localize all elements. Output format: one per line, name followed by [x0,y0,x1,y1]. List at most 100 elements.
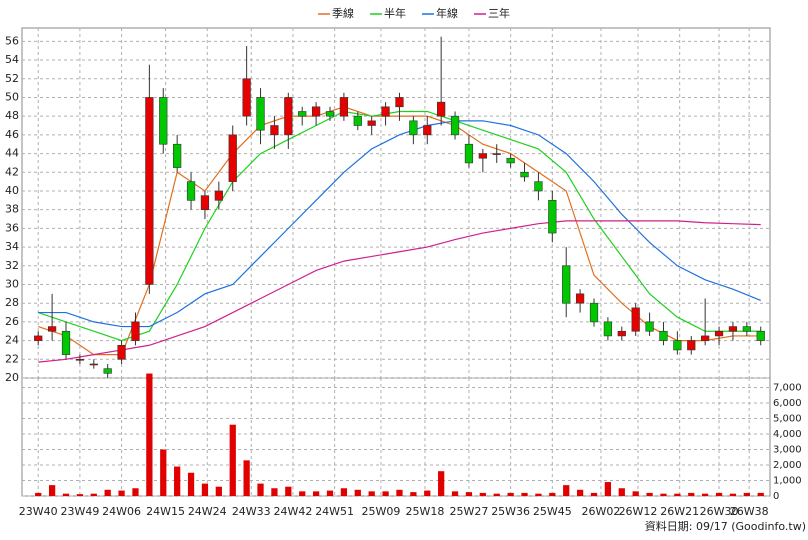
volume-bar [160,449,167,496]
volume-bar [743,492,750,496]
candle-body [256,97,265,131]
candle-body [61,330,71,355]
candle-body [145,97,154,285]
candle-body [742,326,751,332]
x-tick-label: 24W51 [315,505,354,518]
candle-body [173,143,182,168]
x-tick-label: 25W09 [362,505,401,518]
y-tick-label: 38 [5,203,19,216]
legend-label: 半年 [384,6,406,20]
y-tick-label: 42 [5,165,19,178]
volume-bar [438,471,445,496]
y-tick-label: 50 [5,90,19,103]
y-tick-label: 56 [5,34,19,47]
candle-body [437,101,446,117]
x-tick-label: 24W33 [232,505,271,518]
x-tick-label: 24W24 [188,505,227,518]
candle-body [617,330,626,337]
candle-body [117,344,126,360]
volume-bar [465,492,473,496]
volume-bar [35,492,42,496]
candle-body [131,321,140,341]
volume-bar [424,490,431,496]
candle-body [548,200,557,234]
volume-bar [215,486,222,496]
volume-bar [757,492,764,496]
y-tick-label: 2,000 [773,460,802,471]
x-tick-label: 25W18 [406,505,445,518]
volume-bar [62,493,70,496]
candle-body [89,363,98,366]
legend-label: 三年 [488,6,510,20]
volume-bar [271,488,278,496]
volume-bar [549,492,556,496]
legend-label: 季線 [332,6,354,20]
volume-bar [201,483,209,496]
volume-bar [410,492,417,496]
volume-bar [660,493,667,496]
legend-label: 年線 [436,6,458,20]
candle-body [589,302,599,323]
volume-bar [382,491,389,496]
x-tick-label: 24W42 [274,505,313,518]
candle-body [47,326,57,332]
candle-body [381,106,390,117]
candle-body [701,335,710,341]
x-tick-label: 26W38 [730,505,769,518]
y-tick-label: 22 [5,352,19,365]
x-tick-label: 25W36 [491,505,530,518]
volume-bar [285,486,292,496]
candle-body [575,293,585,304]
x-tick-label: 23W49 [60,505,99,518]
candle-body [687,340,696,351]
volume-bar [688,492,695,496]
candle-body [353,115,362,126]
candle-body [673,340,682,351]
volume-bar [243,460,250,496]
x-tick-label: 26W30 [700,505,739,518]
candle-body [645,321,654,332]
volume-bar [146,373,153,496]
x-tick-label: 25W27 [450,505,489,518]
y-tick-label: 20 [5,371,19,384]
volume-bar [354,489,361,496]
candle-body [520,171,529,178]
candle-body [492,153,501,155]
y-tick-label: 28 [5,296,19,309]
volume-bar [174,466,181,496]
candle-body [756,330,765,341]
volume-bar [299,491,306,496]
candle-body [75,358,85,361]
y-tick-label: 4,000 [773,429,802,440]
x-tick-label: 23W40 [19,505,58,518]
candle-body [200,195,210,210]
candle-body [339,97,349,117]
ma-line [38,220,761,363]
candle-body [631,307,640,332]
volume-bar [646,492,653,496]
ma-line [38,120,761,328]
candle-body [450,115,460,136]
y-tick-label: 54 [5,53,19,66]
y-tick-label: 40 [5,184,19,197]
volume-bar [521,492,528,496]
volume-bar [632,491,639,496]
candle-body [506,157,515,164]
y-tick-label: 7,000 [773,383,802,394]
x-tick-label: 26W12 [619,505,658,518]
candle-body [562,265,571,304]
x-tick-label: 24W15 [146,505,185,518]
candle-body [311,106,321,117]
volume-bar [563,485,570,496]
y-tick-label: 34 [5,240,19,253]
volume-bar [187,472,195,496]
candle-body [325,111,335,117]
y-tick-label: 3,000 [773,445,802,456]
volume-bar [729,493,737,496]
candle-body [186,181,196,201]
volume-bar [132,488,139,496]
candle-body [228,134,237,182]
candle-body [728,326,738,332]
y-tick-label: 26 [5,315,19,328]
